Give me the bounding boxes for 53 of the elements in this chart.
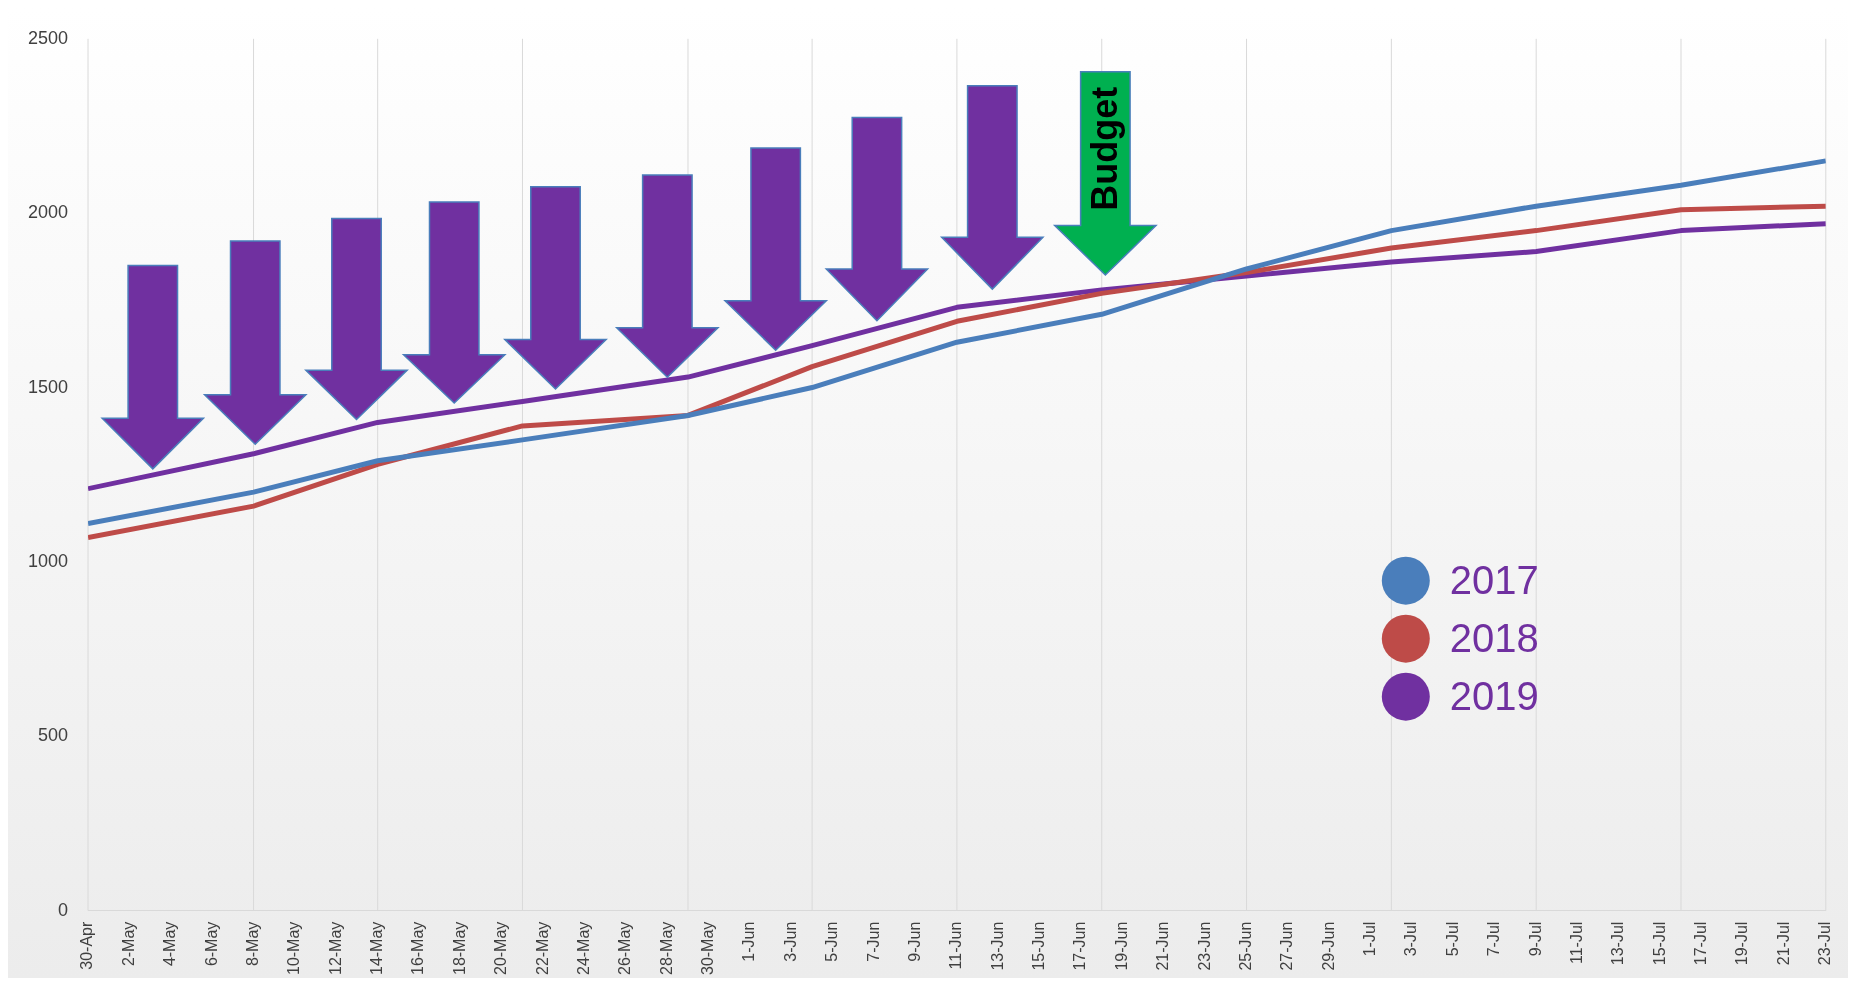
x-tick-label: 11-Jul [1567,921,1585,965]
x-tick-label: 13-Jun [988,921,1006,971]
x-tick-label: 29-Jun [1319,921,1337,971]
y-tick-label: 1000 [28,550,69,571]
x-tick-label: 24-May [574,921,592,976]
x-tick-label: 25-Jun [1236,921,1254,971]
x-tick-label: 21-Jun [1154,921,1172,971]
x-tick-label: 1-Jun [740,921,758,962]
x-tick-label: 5-Jul [1443,921,1461,957]
x-tick-label: 20-May [492,921,510,976]
x-tick-label: 28-May [657,921,675,976]
x-tick-label: 30-May [699,921,717,976]
x-tick-label: 19-Jul [1733,921,1751,966]
x-tick-label: 5-Jun [823,921,841,962]
x-tick-label: 9-Jul [1526,921,1544,957]
x-tick-label: 23-Jul [1816,921,1834,966]
y-tick-label: 2000 [28,202,69,223]
x-tick-label: 16-May [409,921,427,976]
x-tick-label: 21-Jul [1774,921,1792,966]
legend-label: 2019 [1449,673,1539,718]
x-tick-label: 8-May [243,921,261,967]
legend-label: 2017 [1449,557,1539,602]
x-tick-label: 7-Jun [864,921,882,962]
x-tick-label: 26-May [616,921,634,976]
x-tick-label: 27-Jun [1278,921,1296,971]
x-tick-label: 15-Jun [1030,921,1048,971]
x-tick-label: 6-May [202,921,220,967]
x-tick-label: 22-May [533,921,551,976]
legend-label: 2018 [1449,615,1539,660]
x-tick-label: 30-Apr [78,920,96,970]
x-tick-label: 4-May [161,921,179,967]
x-tick-label: 17-Jun [1071,921,1089,971]
x-tick-label: 3-Jun [781,921,799,962]
x-tick-label: 9-Jun [905,921,923,962]
x-tick-label: 7-Jul [1485,921,1503,957]
x-tick-label: 13-Jul [1609,921,1627,966]
x-tick-label: 1-Jul [1361,921,1379,957]
x-tick-label: 17-Jul [1692,921,1710,966]
x-tick-label: 14-May [368,921,386,976]
y-tick-label: 500 [38,725,69,746]
x-tick-label: 19-Jun [1112,921,1130,971]
x-tick-label: 18-May [450,921,468,976]
y-tick-label: 0 [58,899,69,920]
y-tick-label: 1500 [28,376,69,397]
annotation: Budget [1084,86,1126,211]
y-tick-label: 2500 [28,27,69,48]
x-tick-label: 10-May [285,921,303,976]
x-tick-label: 23-Jun [1195,921,1213,971]
x-tick-label: 2-May [119,921,137,967]
x-tick-label: 3-Jul [1402,921,1420,957]
x-tick-label: 12-May [326,921,344,976]
x-tick-label: 11-Jun [947,921,965,970]
x-tick-label: 15-Jul [1650,921,1668,966]
